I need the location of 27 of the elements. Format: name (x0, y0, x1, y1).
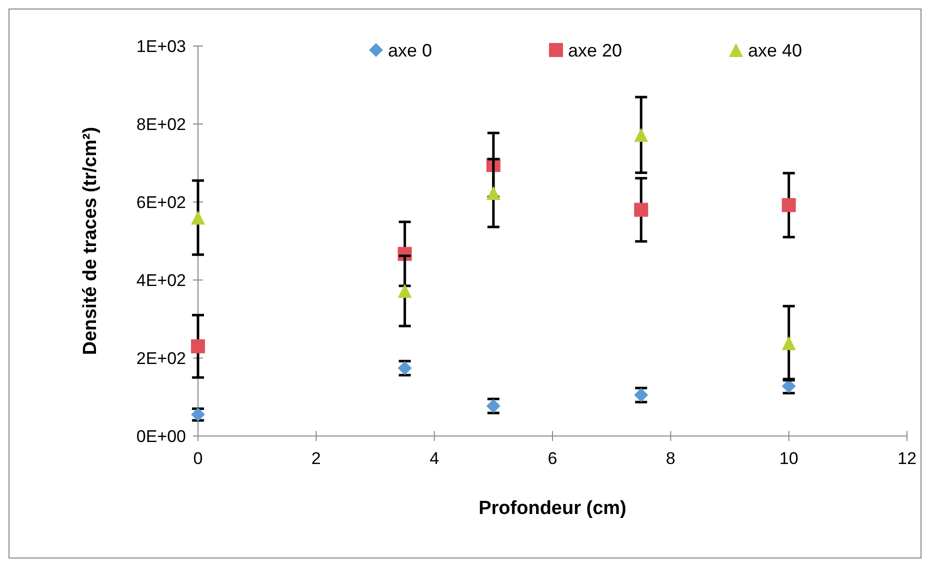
point (191, 408, 205, 422)
y-tick-label: 4E+02 (136, 270, 186, 290)
y-tick-label: 8E+02 (136, 114, 186, 134)
point (191, 210, 205, 225)
point (782, 198, 796, 212)
point (634, 202, 648, 217)
x-tick-label: 8 (666, 449, 676, 468)
y-tick-label: 6E+02 (136, 192, 186, 212)
x-tick-label: 4 (430, 449, 440, 468)
point (634, 128, 648, 142)
point (486, 186, 500, 200)
y-tick-label: 0E+00 (136, 426, 186, 446)
x-tick-label: 2 (311, 449, 321, 468)
point (782, 336, 796, 350)
legend-label: axe 0 (388, 40, 432, 60)
x-tick-label: 0 (193, 449, 203, 468)
legend-label: axe 40 (748, 40, 802, 60)
point (398, 284, 412, 298)
y-tick-label: 1E+03 (136, 36, 186, 56)
y-tick-label: 2E+02 (136, 348, 186, 368)
x-tick-label: 12 (898, 449, 916, 468)
x-tick-label: 10 (779, 449, 798, 468)
legend-label: axe 20 (568, 40, 622, 60)
y-axis-title: Densité de traces (tr/cm²) (80, 126, 101, 356)
x-tick-label: 6 (548, 449, 558, 468)
point (191, 339, 205, 354)
x-axis-title: Profondeur (cm) (478, 498, 626, 519)
